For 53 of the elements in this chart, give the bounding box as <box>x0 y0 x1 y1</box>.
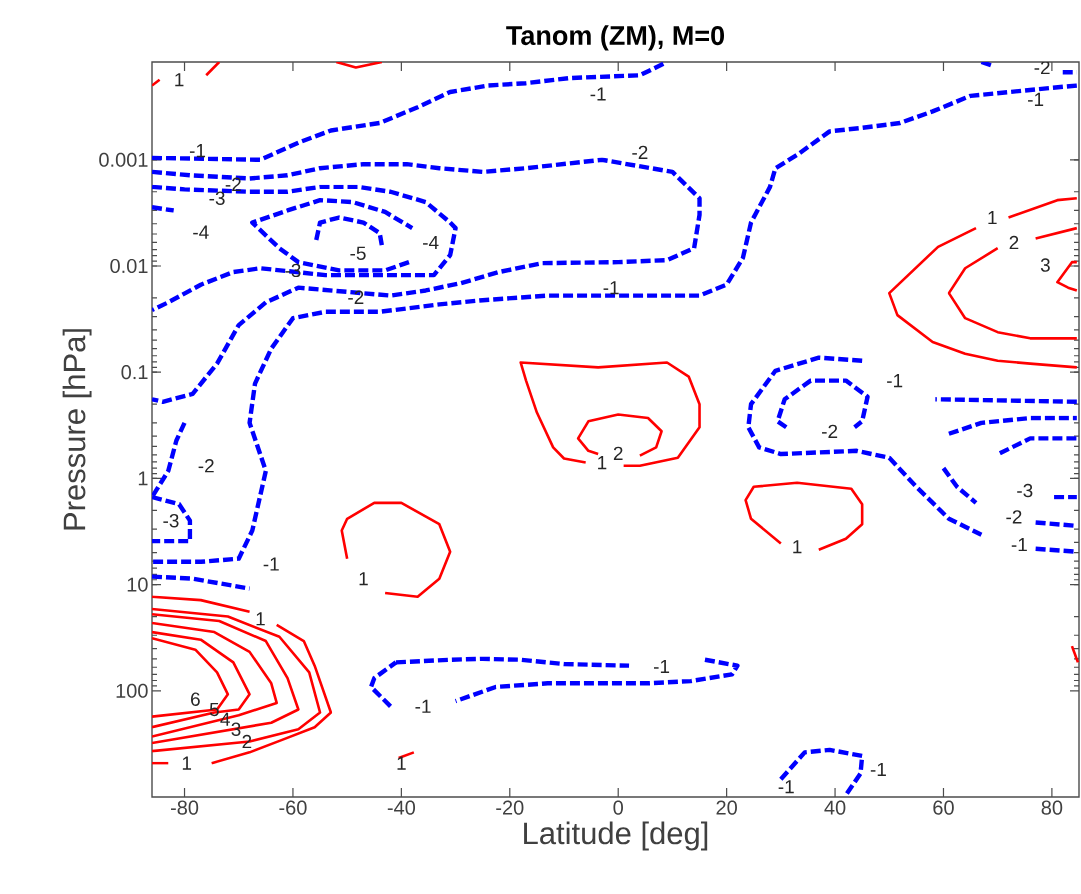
annotation: -3 <box>163 513 179 528</box>
y-tick-label: 0.001 <box>99 152 148 167</box>
x-tick-label: -60 <box>279 800 307 815</box>
annotation: -1 <box>415 699 431 713</box>
x-tick-label: -80 <box>170 800 199 815</box>
annotation: -2 <box>632 145 648 159</box>
annotation: -4 <box>423 235 439 249</box>
annotation: 6 <box>191 692 200 706</box>
x-tick-label: 20 <box>716 800 737 815</box>
annotation: -5 <box>350 246 366 260</box>
x-tick-label: -40 <box>387 800 416 815</box>
y-axis-title: Pressure [hPa] <box>62 329 92 530</box>
chart-title: Tanom (ZM), M=0 <box>506 25 725 51</box>
y-tick-label: 100 <box>116 683 148 698</box>
annotation: -1 <box>1028 92 1044 106</box>
annotation: -2 <box>822 424 838 438</box>
annotation: 1 <box>182 756 192 770</box>
annotation: 1 <box>988 211 997 225</box>
annotation: 3 <box>1040 258 1050 272</box>
annotation: -1 <box>778 780 794 794</box>
x-tick-label: 60 <box>933 800 954 815</box>
annotation: -2 <box>225 177 241 191</box>
annotation: -4 <box>193 225 209 239</box>
annotation: 1 <box>793 540 802 554</box>
annotation: -1 <box>590 87 606 101</box>
annotation: 1 <box>359 572 368 586</box>
y-tick-label: 0.01 <box>110 258 148 274</box>
annotation: -1 <box>887 374 903 388</box>
x-axis-title: Latitude [deg] <box>524 821 708 851</box>
y-tick-label: 1 <box>138 471 148 486</box>
annotation: 1 <box>175 73 184 87</box>
y-tick-label: 0.1 <box>121 365 148 380</box>
x-tick-label: 80 <box>1041 800 1063 815</box>
annotation: -3 <box>1017 483 1033 498</box>
annotation: -1 <box>189 144 206 158</box>
annotation: 2 <box>613 446 623 460</box>
annotation: -3 <box>209 191 225 205</box>
y-tick-label: 10 <box>127 577 148 592</box>
annotation: -1 <box>603 281 619 295</box>
annotation: -1 <box>653 659 670 673</box>
annotation: 1 <box>256 612 265 626</box>
annotation: 2 <box>1009 235 1019 250</box>
annotation: 1 <box>598 456 607 470</box>
annotation: -2 <box>198 459 214 473</box>
x-tick-label: -20 <box>496 800 524 815</box>
x-tick-label: 0 <box>613 800 623 815</box>
annotation: -1 <box>870 762 886 776</box>
annotation: -1 <box>1011 538 1027 552</box>
annotation: -2 <box>348 290 364 304</box>
x-tick-label: 40 <box>824 800 846 815</box>
annotation: -2 <box>1006 510 1022 524</box>
annotation: 1 <box>397 756 406 770</box>
annotation: -1 <box>263 557 279 571</box>
